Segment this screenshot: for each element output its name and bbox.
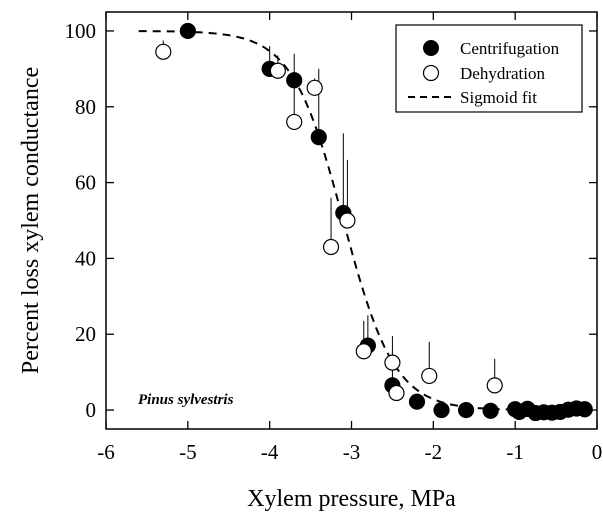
sigmoid-fit-line — [138, 30, 593, 411]
centrifugation-point — [408, 393, 426, 410]
dehydration-point — [269, 62, 286, 79]
legend: Centrifugation Dehydration Sigmoid fit — [395, 24, 583, 113]
centrifugation-point — [286, 72, 303, 89]
y-tick-label: 80 — [75, 95, 96, 119]
legend-label-centrifugation: Centrifugation — [460, 39, 560, 58]
legend-label-dehydration: Dehydration — [460, 64, 545, 83]
plot-area-frame — [105, 11, 598, 430]
dehydration-point — [155, 43, 172, 60]
dehydration-point — [384, 354, 401, 371]
y-tick-label: 20 — [75, 322, 96, 346]
species-annotation: Pinus sylvestris — [138, 392, 234, 408]
x-tick-label: -4 — [261, 440, 279, 464]
x-tick-label: -6 — [97, 440, 115, 464]
dehydration-point — [322, 238, 340, 256]
centrifugation-point — [433, 401, 450, 419]
x-tick-label: 0 — [592, 440, 603, 464]
dehydration-point — [355, 343, 372, 360]
centrifugation-point — [179, 22, 196, 40]
centrifugation-point — [482, 402, 499, 419]
tick-labels: -6 -5 -4 -3 -2 -1 0 0 20 40 60 80 100 — [65, 19, 603, 464]
legend-label-sigmoid-fit: Sigmoid fit — [460, 88, 537, 107]
dehydration-point — [286, 113, 303, 131]
x-tick-label: -2 — [425, 440, 443, 464]
y-tick-label: 0 — [86, 398, 97, 422]
x-axis-title: Xylem pressure, MPa — [247, 486, 456, 512]
dehydration-point — [339, 212, 356, 229]
y-tick-label: 100 — [65, 19, 97, 43]
dehydration-point — [388, 384, 405, 402]
y-tick-label: 40 — [75, 246, 96, 270]
legend-marker-dehydration — [422, 64, 440, 82]
dehydration-point — [421, 367, 438, 385]
y-tick-label: 60 — [75, 171, 96, 195]
x-tick-label: -1 — [506, 440, 524, 464]
sigmoid-fit-layer — [138, 30, 593, 411]
dehydration-point — [306, 79, 323, 96]
centrifugation-point — [576, 401, 593, 418]
dehydration-point — [486, 377, 503, 394]
centrifugation-point — [457, 401, 475, 419]
data-points — [155, 22, 593, 422]
y-axis-title: Percent loss xylem conductance — [18, 67, 44, 374]
x-tick-label: -3 — [343, 440, 361, 464]
x-tick-label: -5 — [179, 440, 197, 464]
centrifugation-point — [310, 129, 327, 146]
legend-marker-centrifugation — [423, 40, 439, 56]
